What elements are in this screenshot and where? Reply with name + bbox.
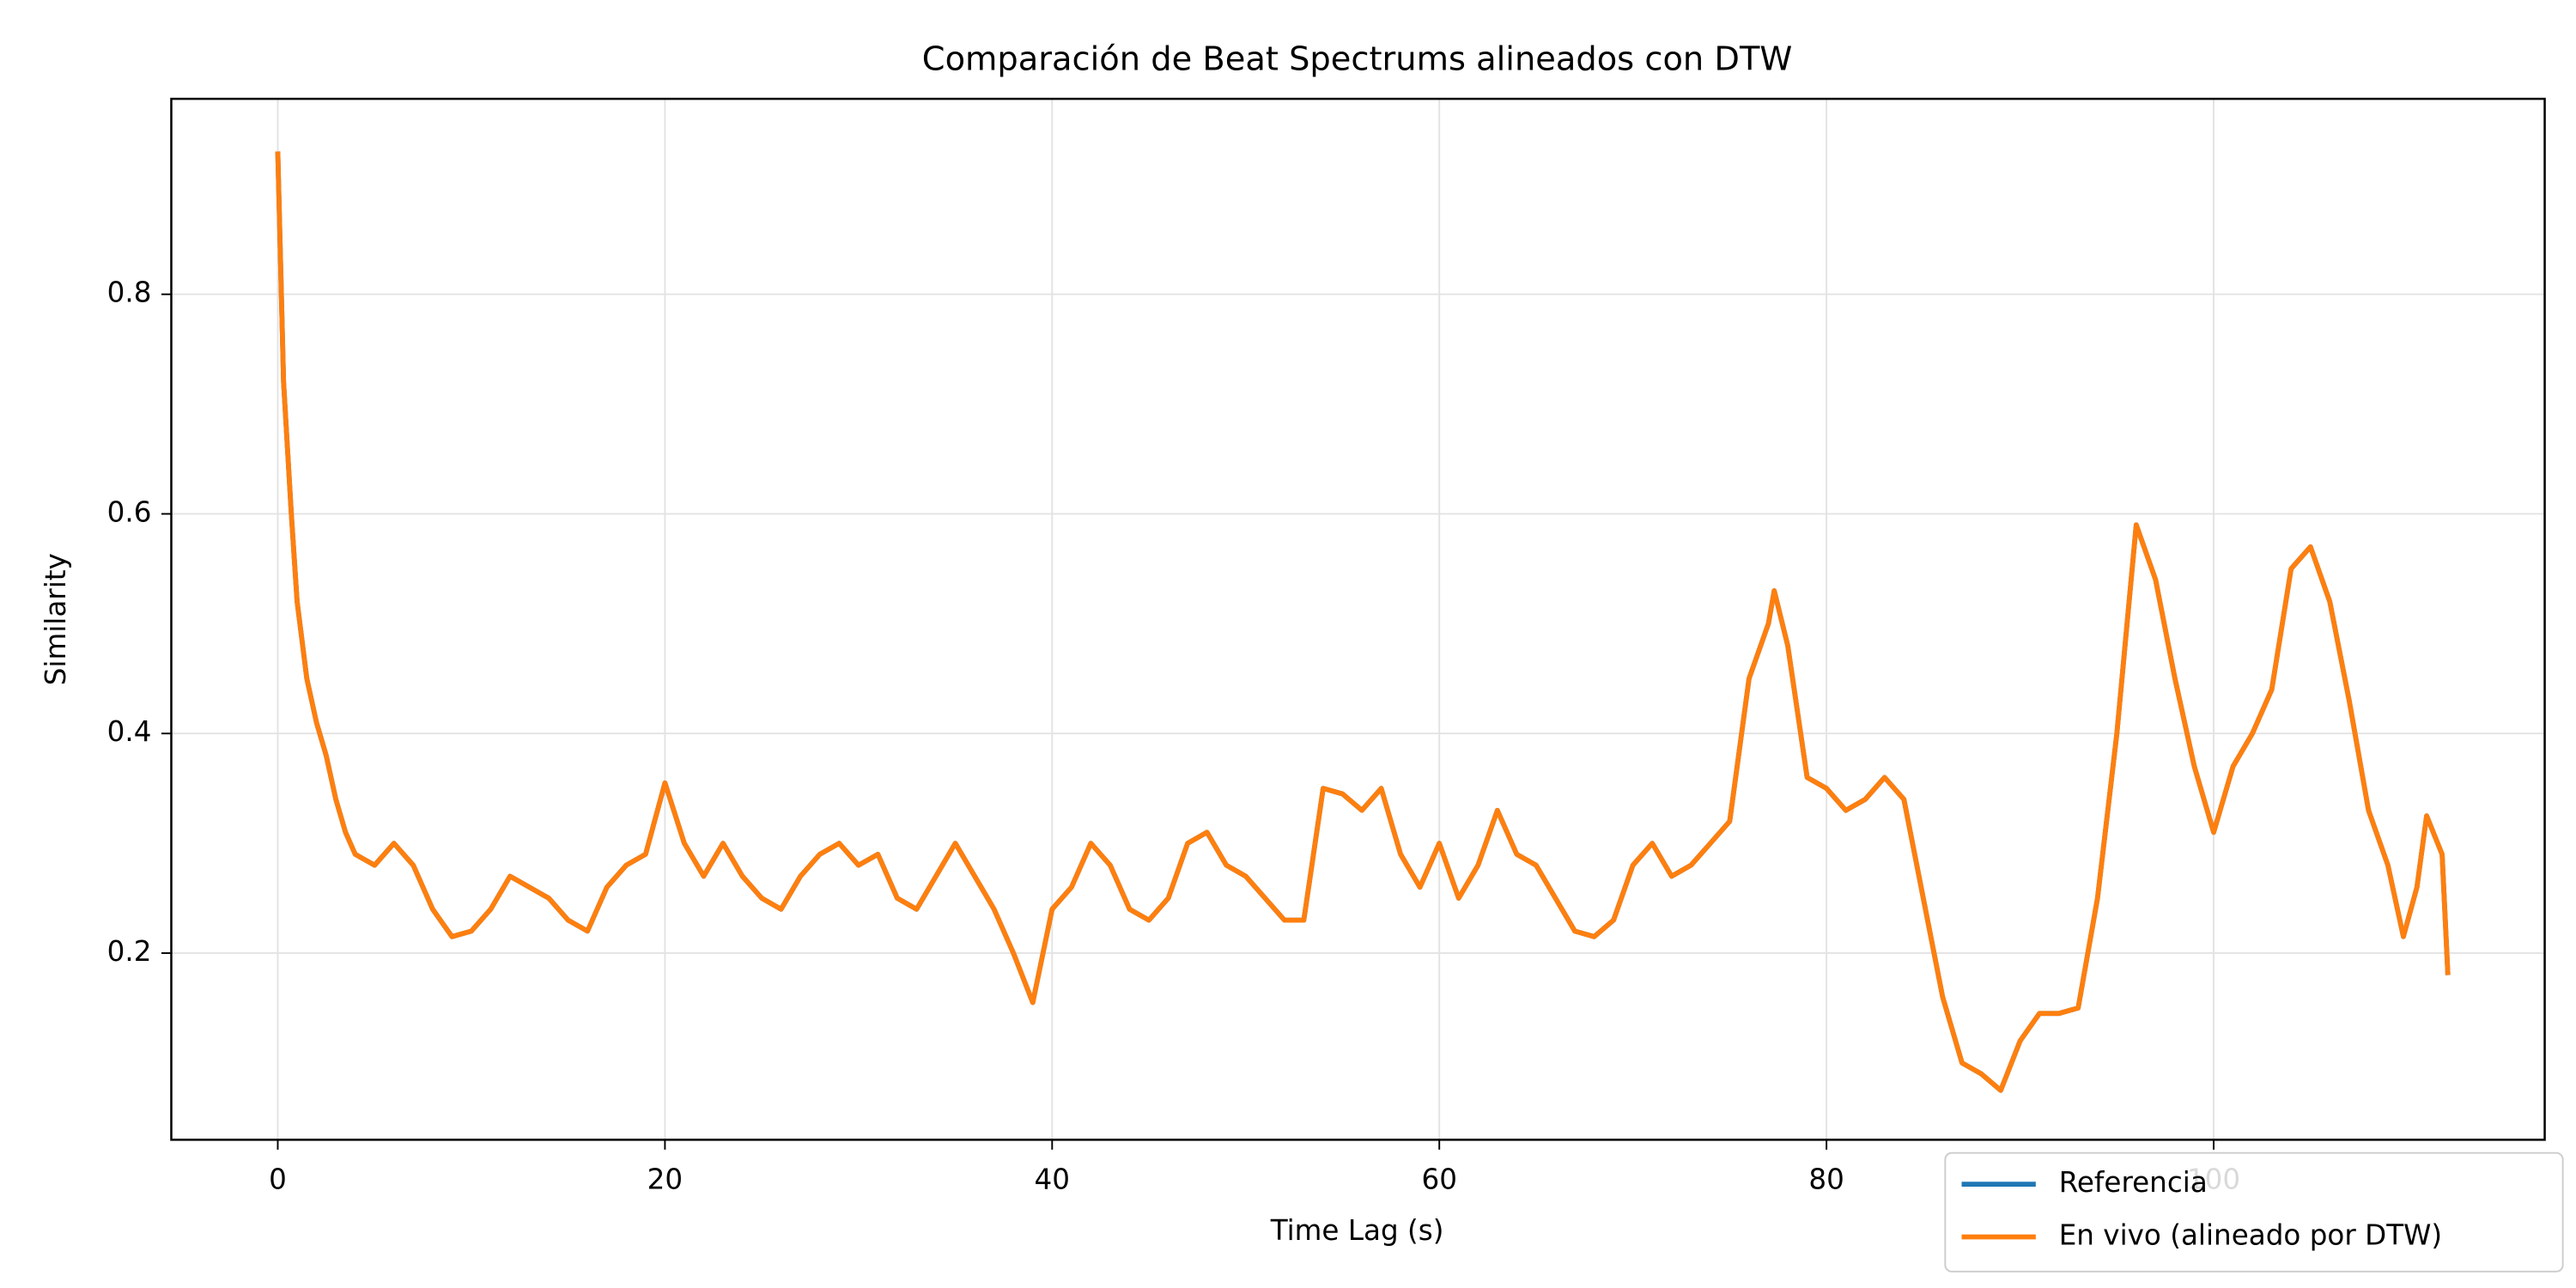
x-axis-label: Time Lag (s) (1270, 1214, 1444, 1247)
data-line (275, 151, 2451, 1093)
y-tick-label: 0.6 (107, 495, 152, 528)
legend-box (1944, 1151, 2564, 1273)
x-tick-label: 40 (1035, 1163, 1070, 1195)
x-tick-label: 0 (269, 1163, 287, 1195)
x-tick-label: 80 (1808, 1163, 1844, 1195)
plot-frame (170, 97, 2546, 1141)
y-axis-label: Similarity (39, 553, 72, 685)
legend-label: En vivo (alineado por DTW) (2059, 1219, 2442, 1252)
legend-label: Referencia (2059, 1166, 2208, 1199)
data-line (275, 151, 2451, 1093)
y-tick-label: 0.2 (107, 935, 152, 968)
y-tick-label: 0.4 (107, 715, 152, 748)
x-tick-label: 20 (647, 1163, 683, 1195)
y-tick-label: 0.8 (107, 276, 152, 309)
chart-title: Comparación de Beat Spectrums alineados … (922, 39, 1793, 78)
x-tick-label: 60 (1421, 1163, 1456, 1195)
